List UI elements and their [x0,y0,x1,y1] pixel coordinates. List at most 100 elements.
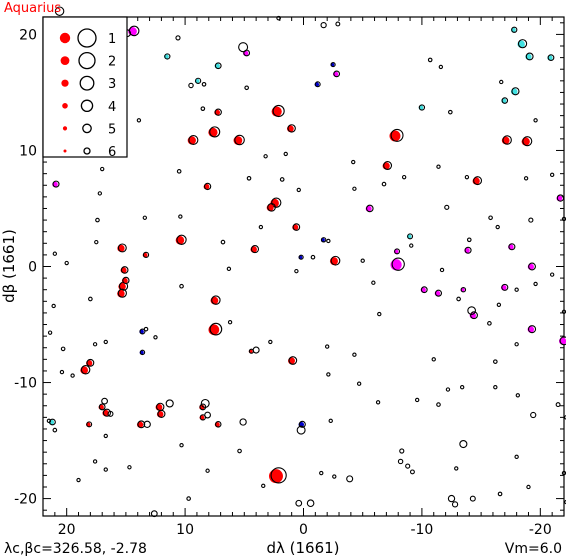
star-marker [227,320,233,325]
star-marker [279,177,285,182]
star-marker [511,26,518,33]
star-marker [107,410,114,417]
star-marker [244,85,249,91]
star-marker [332,474,337,479]
star-marker [431,357,436,362]
star-marker [459,439,468,449]
star-marker [319,470,324,476]
legend-label: 4 [108,100,116,115]
star-marker [530,411,537,419]
star-marker [95,217,100,223]
star-marker [460,286,467,293]
star-marker [488,215,493,221]
star-marker [360,258,365,263]
star-marker [445,387,451,392]
star-marker [409,243,414,248]
legend-box [42,16,128,158]
star-marker [103,339,108,345]
star-marker [511,87,520,96]
star-marker [117,288,127,298]
star-marker [496,302,502,307]
star-marker [499,79,504,85]
star-marker [214,62,222,70]
x-tick-label: 20 [58,522,76,538]
star-marker [448,109,453,115]
star-marker [194,77,202,84]
star-marker [175,35,181,41]
star-marker [371,280,376,285]
star-marker [117,243,127,253]
star-marker [514,287,519,292]
y-tick-label: -10 [14,376,37,392]
star-marker [559,336,566,346]
star-marker [528,217,534,223]
star-marker [381,181,387,187]
star-marker [164,53,171,60]
star-marker [549,172,555,178]
star-marker [103,433,108,439]
star-marker [211,295,221,305]
star-marker [356,381,362,386]
star-marker [64,260,69,266]
star-marker [54,6,65,16]
star-marker [271,197,282,208]
star-marker [272,104,285,118]
y-tick-label: 0 [28,260,37,276]
legend-red-dot [59,32,71,44]
star-marker [127,465,132,470]
star-marker [250,245,260,254]
star-marker [456,296,461,302]
legend-circle [83,147,91,155]
star-marker [514,454,519,460]
star-marker [467,306,476,315]
star-marker [333,70,341,78]
legend: 1 2 3 4 5 6 [42,16,128,160]
legend-label: 3 [108,77,116,92]
star-marker [564,499,566,505]
star-marker [346,475,354,483]
star-marker [427,57,433,63]
star-marker [401,174,407,180]
star-marker [234,134,245,146]
y-tick-label: 10 [19,143,37,159]
star-marker [165,399,174,408]
star-marker [320,21,327,29]
star-marker [438,64,444,70]
star-marker [328,418,333,424]
star-marker [179,443,184,448]
y-tick-label: -20 [14,492,37,508]
star-marker [324,344,330,349]
star-marker [296,187,301,193]
star-marker [420,286,428,294]
star-marker [394,248,401,255]
star-marker [326,238,331,244]
star-marker [237,448,242,454]
star-marker [258,224,264,230]
star-marker [523,176,529,181]
star-marker [326,372,331,377]
star-marker [407,233,414,240]
star-marker [60,346,66,352]
star-marker [444,204,450,210]
star-marker [405,463,411,469]
star-marker [98,403,106,411]
star-marker [436,402,441,407]
star-marker [466,237,472,243]
star-marker [296,425,306,435]
chart-title: Aquarius [4,1,61,16]
star-marker [261,483,266,489]
star-marker [473,176,483,186]
star-marker [464,246,472,254]
x-axis-label: dλ (1661) [266,539,339,557]
star-marker [88,296,93,302]
star-marker [179,283,184,289]
star-marker [139,349,146,356]
star-marker [150,510,158,518]
star-marker [142,215,148,220]
star-marker [383,161,393,171]
star-marker [238,42,249,53]
star-marker [103,467,108,472]
star-marker [204,411,211,419]
star-marker [298,420,306,428]
